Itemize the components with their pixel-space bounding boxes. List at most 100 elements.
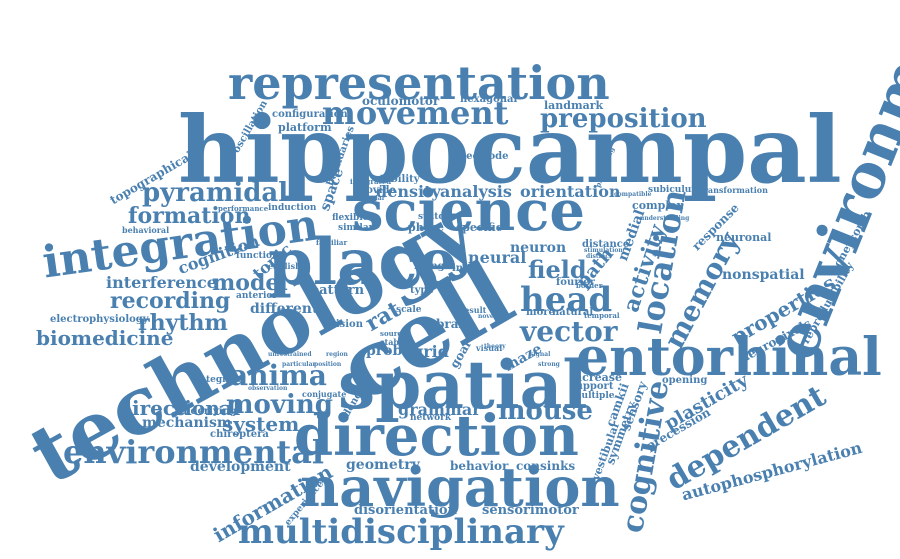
word-configuration: configuration: [272, 109, 348, 120]
word-complex: complex: [632, 199, 684, 212]
word-similar: similar: [338, 223, 374, 233]
word-familiar: familiar: [316, 238, 348, 247]
word-scale: scale: [396, 305, 422, 315]
word-hippocampal: hippocampal: [178, 96, 842, 204]
word-conjugate: conjugate: [302, 389, 347, 399]
word-understanding: understanding: [640, 215, 690, 222]
word-observation: observation: [248, 385, 288, 392]
word-entorhinal: entorhinal: [576, 327, 882, 388]
word-input: input: [452, 263, 482, 274]
word-performance: performance: [218, 204, 269, 213]
word-chiroptera: chiroptera: [210, 429, 269, 440]
word-distinct: distinct: [586, 253, 612, 260]
word-electrode: electrode: [456, 151, 509, 162]
word-novel: novel: [478, 313, 496, 320]
word-function: function: [236, 251, 279, 261]
word-analysis: analysis: [440, 182, 512, 201]
word-particular: particular: [282, 361, 316, 368]
word-phase: phase: [408, 221, 445, 234]
word-formation: formation: [128, 203, 251, 229]
word-interference: interference: [106, 273, 217, 292]
word-visual: visual: [476, 343, 503, 353]
word-representation: representation: [228, 56, 610, 110]
word-behavioral: behavioral: [122, 225, 170, 235]
word-opening: opening: [662, 375, 708, 386]
word-pyramidal: pyramidal: [142, 178, 289, 208]
word-mouse: mouse: [498, 396, 593, 426]
word-integrated: integrated: [350, 177, 392, 186]
word-grid: grid: [412, 342, 449, 361]
word-stimulation: stimulation: [584, 247, 623, 254]
word-stable: stable: [380, 337, 408, 347]
word-preposition: preposition: [540, 104, 707, 134]
word-natural: natural: [552, 307, 594, 318]
word-signal: signal: [530, 351, 551, 358]
word-electrophysiology: electrophysiology: [50, 314, 149, 325]
word-transformation: transformation: [700, 185, 768, 195]
word-vision: vision: [330, 319, 363, 330]
word-distance: distance: [582, 239, 630, 250]
word-direction: direction: [294, 403, 579, 469]
word-unrestrained: unrestrained: [268, 351, 312, 358]
word-stability: stability: [374, 174, 420, 185]
word-pattern: pattern: [310, 283, 365, 298]
word-grammar: grammar: [398, 400, 481, 419]
word-sensorimotor: sensorimotor: [482, 503, 579, 518]
word-probe: probe: [366, 343, 412, 359]
word-anima: anima: [230, 359, 327, 392]
word-density: density: [376, 182, 441, 201]
word-hexagonal: hexagonal: [460, 94, 518, 105]
word-neuron: neuron: [510, 240, 567, 256]
word-english: english: [268, 261, 301, 271]
word-science: science: [352, 178, 585, 244]
word-landmark: landmark: [544, 99, 604, 112]
word-consinks: consinks: [516, 459, 576, 473]
word-brain: brain: [436, 317, 472, 331]
word-geometry: geometry: [346, 457, 420, 473]
word-recording: recording: [110, 288, 231, 314]
word-provide: provide: [354, 185, 396, 196]
word-platform: platform: [278, 121, 332, 134]
word-different: different: [250, 301, 319, 317]
word-type: type: [410, 285, 434, 296]
word-induction: induction: [268, 203, 317, 213]
word-specific: specific: [456, 221, 503, 234]
word-rhythm: rhythm: [138, 310, 228, 336]
word-theory: theory: [484, 343, 506, 350]
word-disorientation: disorientation: [354, 503, 458, 518]
word-environmental: environmental: [63, 433, 324, 471]
word-region: region: [326, 351, 348, 358]
word-fourier: fourier: [556, 277, 595, 288]
word-directional: directional: [118, 396, 241, 420]
word-vector: vector: [520, 315, 618, 348]
word-strong: strong: [538, 361, 560, 368]
word-orientation: orientation: [520, 182, 621, 201]
word-flexible: flexible: [332, 213, 369, 223]
word-biomedicine: biomedicine: [36, 326, 174, 350]
word-movement: movement: [322, 94, 509, 132]
word-system: system: [222, 412, 300, 436]
word-behavior: behavior: [450, 459, 509, 473]
word-place: place: [268, 225, 459, 300]
word-subiculum: subiculum: [648, 185, 701, 195]
word-navigation: navigation: [300, 455, 620, 519]
word-neuronal: neuronal: [716, 231, 772, 244]
word-moving: moving: [226, 390, 333, 420]
word-border: border: [576, 281, 603, 290]
word-compatible: compatible: [614, 191, 652, 198]
word-firing: firing: [414, 261, 445, 272]
word-spatial: spatial: [338, 346, 588, 424]
word-temporal: temporal: [584, 311, 620, 320]
word-field: field: [528, 255, 587, 284]
word-more: more: [526, 307, 555, 318]
word-result: result: [460, 305, 487, 315]
word-multiple: multiple: [572, 391, 615, 401]
word-mechanism: mechanism: [142, 415, 232, 431]
word-position: position: [314, 361, 342, 368]
word-support: support: [570, 381, 614, 392]
word-source: source: [380, 329, 407, 338]
word-increase: increase: [570, 371, 622, 384]
word-anterior: anterior: [236, 291, 278, 301]
word-oculomotor: oculomotor: [362, 94, 440, 108]
